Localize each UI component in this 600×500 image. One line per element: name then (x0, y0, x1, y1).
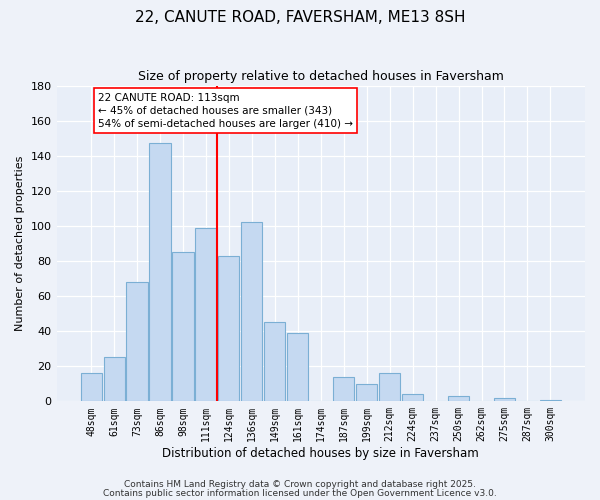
Text: Contains public sector information licensed under the Open Government Licence v3: Contains public sector information licen… (103, 488, 497, 498)
Bar (127, 282, 148, 402)
Bar (287, 333, 308, 402)
Bar (149, 144, 170, 402)
Bar (241, 222, 262, 402)
Bar (379, 374, 400, 402)
Bar (218, 256, 239, 402)
Text: 22 CANUTE ROAD: 113sqm
← 45% of detached houses are smaller (343)
54% of semi-de: 22 CANUTE ROAD: 113sqm ← 45% of detached… (98, 92, 353, 129)
X-axis label: Distribution of detached houses by size in Faversham: Distribution of detached houses by size … (163, 447, 479, 460)
Bar (494, 398, 515, 402)
Text: Contains HM Land Registry data © Crown copyright and database right 2025.: Contains HM Land Registry data © Crown c… (124, 480, 476, 489)
Bar (172, 252, 194, 402)
Bar (333, 377, 354, 402)
Text: 22, CANUTE ROAD, FAVERSHAM, ME13 8SH: 22, CANUTE ROAD, FAVERSHAM, ME13 8SH (135, 10, 465, 25)
Y-axis label: Number of detached properties: Number of detached properties (15, 156, 25, 331)
Title: Size of property relative to detached houses in Faversham: Size of property relative to detached ho… (138, 70, 504, 83)
Bar (196, 228, 217, 402)
Bar (264, 322, 286, 402)
Bar (448, 396, 469, 402)
Bar (540, 400, 561, 402)
Bar (104, 358, 125, 402)
Bar (356, 384, 377, 402)
Bar (402, 394, 423, 402)
Bar (80, 374, 101, 402)
